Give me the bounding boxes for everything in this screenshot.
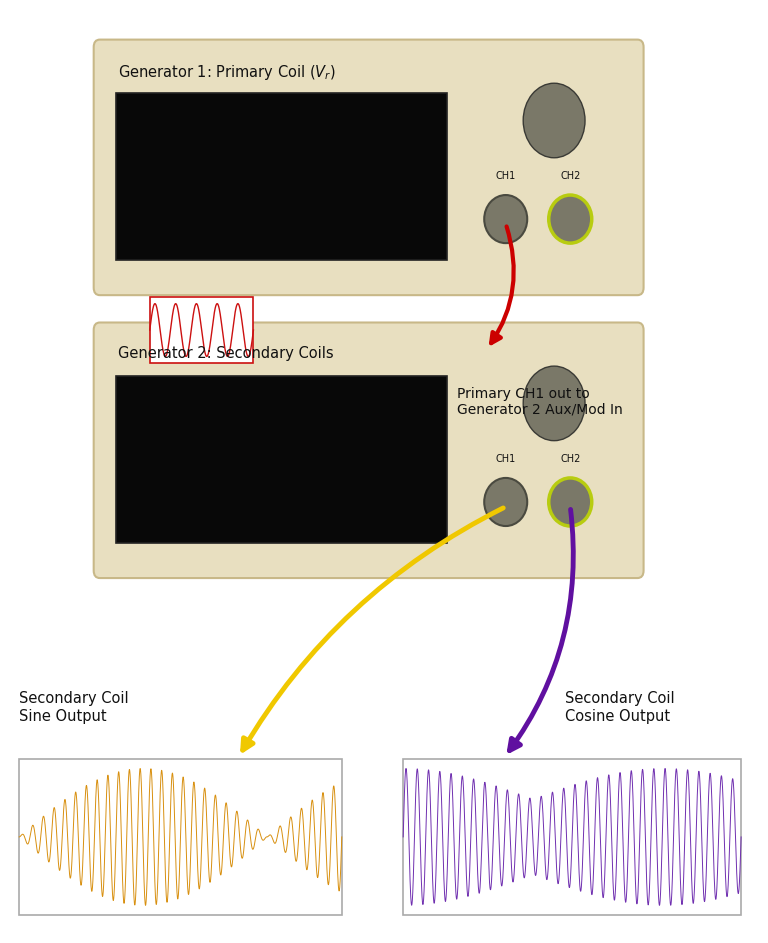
Text: Secondary Coil
Sine Output: Secondary Coil Sine Output: [19, 691, 129, 723]
FancyBboxPatch shape: [94, 40, 644, 295]
Text: Secondary Coil
Cosine Output: Secondary Coil Cosine Output: [565, 691, 675, 723]
Bar: [403, 759, 741, 915]
Text: CH1: CH1: [495, 454, 516, 464]
Text: Generator 2: Secondary Coils: Generator 2: Secondary Coils: [118, 346, 333, 360]
Ellipse shape: [523, 83, 585, 157]
FancyBboxPatch shape: [94, 323, 644, 578]
Ellipse shape: [484, 195, 527, 243]
Bar: [150, 297, 253, 363]
Ellipse shape: [484, 478, 527, 526]
Text: Generator 1: Primary Coil ($V_r$): Generator 1: Primary Coil ($V_r$): [118, 63, 336, 82]
Bar: [116, 375, 446, 543]
Bar: [116, 92, 446, 260]
Ellipse shape: [548, 478, 592, 526]
Text: Primary CH1 out to
Generator 2 Aux/Mod In: Primary CH1 out to Generator 2 Aux/Mod I…: [457, 387, 623, 417]
Ellipse shape: [548, 195, 592, 243]
Text: CH2: CH2: [560, 454, 581, 464]
Text: CH2: CH2: [560, 171, 581, 181]
Text: CH1: CH1: [495, 171, 516, 181]
Ellipse shape: [523, 366, 585, 440]
Bar: [19, 759, 342, 915]
